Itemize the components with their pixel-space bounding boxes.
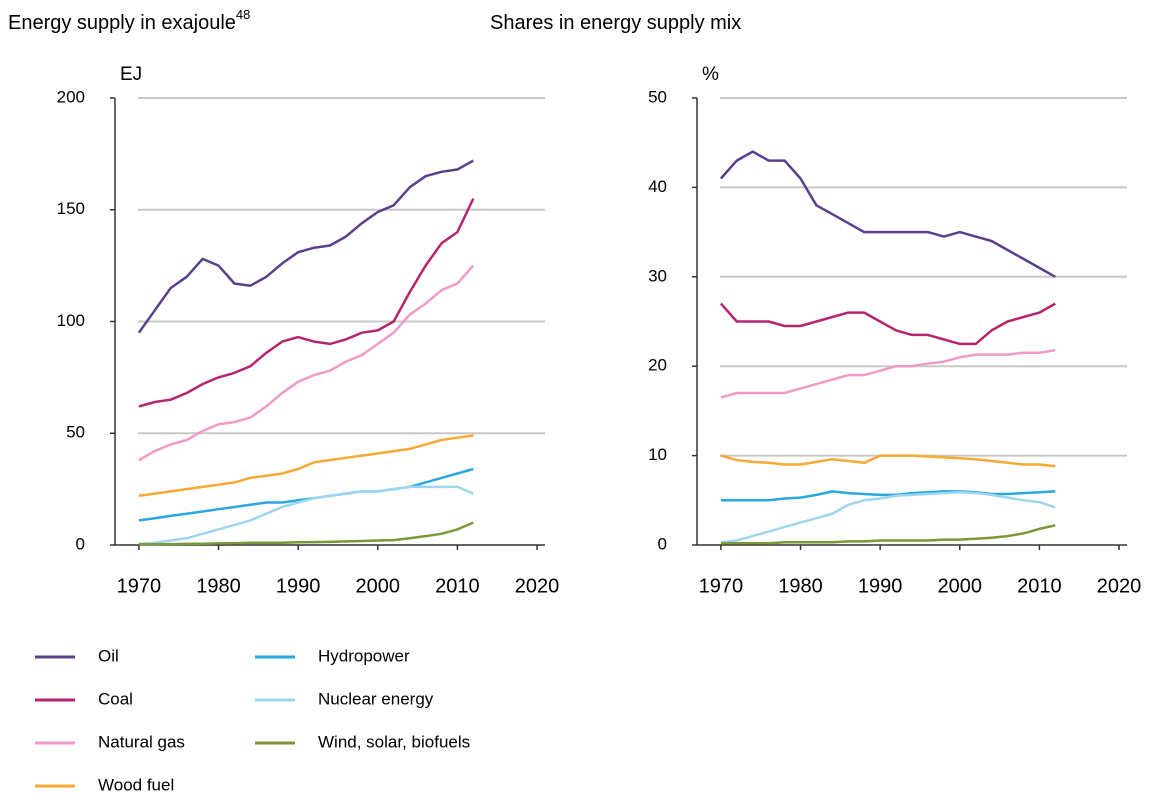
x-tick-label: 2000 xyxy=(356,575,401,597)
data-line xyxy=(719,302,1056,346)
x-tick-label: 2020 xyxy=(1097,575,1142,597)
data-line xyxy=(137,159,474,334)
x-tick-label: 1990 xyxy=(858,575,903,597)
y-axis-label: % xyxy=(702,64,719,85)
x-tick-label: 1970 xyxy=(117,575,162,597)
x-tick-label: 2000 xyxy=(938,575,983,597)
x-tick-label: 2020 xyxy=(515,575,560,597)
data-line xyxy=(138,467,474,522)
y-tick-label: 30 xyxy=(648,266,667,285)
y-tick-label: 40 xyxy=(648,177,667,196)
x-tick-label: 1980 xyxy=(778,575,823,597)
legend-label: Coal xyxy=(98,689,133,708)
data-line xyxy=(138,264,475,462)
legend-label: Nuclear energy xyxy=(318,689,434,708)
data-line xyxy=(138,521,474,546)
x-tick-label: 1990 xyxy=(276,575,321,597)
data-line xyxy=(720,524,1056,545)
data-line xyxy=(138,198,475,408)
x-tick-label: 1970 xyxy=(699,575,744,597)
data-line xyxy=(720,454,1056,468)
y-tick-label: 0 xyxy=(76,534,85,553)
footnote-ref: 48 xyxy=(236,7,250,22)
data-line xyxy=(138,434,474,498)
chart-title: Shares in energy supply mix xyxy=(490,12,741,34)
data-line xyxy=(720,348,1056,399)
y-tick-label: 20 xyxy=(648,356,667,375)
y-tick-label: 50 xyxy=(648,87,667,106)
data-line xyxy=(719,150,1056,278)
y-tick-label: 150 xyxy=(57,199,85,218)
y-tick-label: 0 xyxy=(658,534,667,553)
title-text: Shares in energy supply mix xyxy=(490,12,741,34)
data-line xyxy=(720,490,1056,502)
legend-label: Wind, solar, biofuels xyxy=(318,732,470,751)
x-tick-label: 2010 xyxy=(1017,575,1062,597)
legend-label: Natural gas xyxy=(98,732,185,751)
title-text: Energy supply in exajoule xyxy=(8,12,236,34)
y-tick-label: 100 xyxy=(57,311,85,330)
y-tick-label: 200 xyxy=(57,87,85,106)
x-tick-label: 2010 xyxy=(435,575,480,597)
data-line xyxy=(720,491,1056,544)
y-axis-label: EJ xyxy=(120,64,142,85)
data-line xyxy=(138,485,474,546)
legend-label: Wood fuel xyxy=(98,775,174,794)
x-tick-label: 1980 xyxy=(196,575,241,597)
legend-label: Oil xyxy=(98,646,119,665)
y-tick-label: 10 xyxy=(648,445,667,464)
y-tick-label: 50 xyxy=(66,423,85,442)
legend-label: Hydropower xyxy=(318,646,410,665)
chart-title: Energy supply in exajoule48 xyxy=(8,7,250,34)
